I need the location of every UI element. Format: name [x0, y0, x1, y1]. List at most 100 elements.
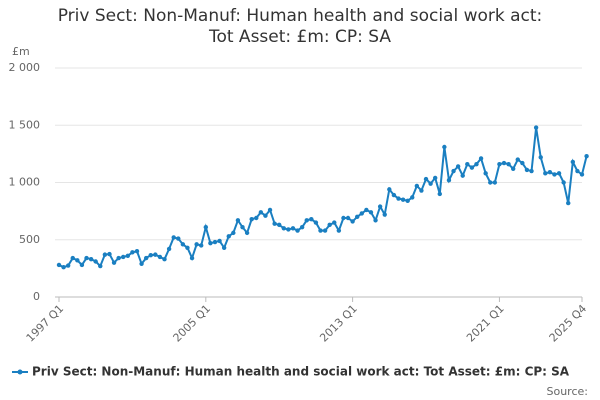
y-tick-label: 1 500 — [9, 118, 41, 131]
x-tick-label: 1997 Q1 — [24, 302, 67, 345]
point — [134, 249, 140, 254]
point — [547, 169, 553, 175]
point — [478, 156, 484, 161]
point — [70, 255, 75, 261]
point — [341, 215, 346, 221]
point — [157, 254, 163, 260]
point — [221, 245, 227, 250]
point — [121, 254, 126, 260]
point — [488, 180, 493, 185]
point — [309, 216, 314, 222]
point — [98, 263, 103, 269]
point — [208, 240, 213, 246]
point — [382, 212, 387, 217]
point — [88, 257, 94, 262]
point — [61, 265, 66, 270]
point — [524, 167, 530, 173]
point — [327, 222, 332, 228]
point — [538, 155, 543, 160]
point — [295, 228, 300, 233]
point — [350, 219, 355, 224]
y-tick-label: 1 000 — [9, 176, 41, 189]
point — [313, 220, 319, 225]
y-tick-label: 500 — [19, 233, 40, 246]
x-tick-label: 2005 Q1 — [171, 302, 214, 345]
point — [533, 125, 539, 130]
point — [387, 187, 392, 192]
point — [428, 181, 433, 186]
point — [277, 222, 282, 228]
x-tick-label: 2025 Q4 — [547, 302, 590, 345]
point — [474, 161, 479, 167]
point — [543, 171, 548, 176]
y-tick-label: 2 000 — [9, 61, 41, 74]
point — [56, 262, 62, 268]
point — [203, 224, 209, 230]
point — [442, 144, 447, 150]
point — [570, 159, 576, 165]
point — [483, 171, 488, 176]
point — [410, 195, 415, 200]
point — [460, 173, 465, 178]
point — [414, 183, 420, 189]
point — [93, 259, 98, 264]
point — [579, 172, 585, 177]
point — [336, 228, 342, 233]
x-tick-label: 2021 Q1 — [464, 302, 507, 345]
point — [148, 253, 153, 258]
legend-marker — [17, 369, 23, 375]
point — [451, 168, 456, 174]
point — [139, 261, 144, 266]
point — [263, 213, 268, 218]
point — [419, 188, 424, 193]
point — [400, 197, 406, 202]
point — [437, 191, 442, 197]
point — [116, 255, 121, 261]
point — [529, 168, 534, 174]
point — [111, 260, 117, 265]
point — [469, 165, 475, 170]
y-unit: £m — [12, 45, 30, 58]
point — [391, 192, 397, 198]
point — [584, 153, 589, 159]
point — [423, 176, 429, 182]
point — [497, 161, 502, 167]
point — [143, 255, 149, 261]
point — [180, 242, 186, 247]
y-tick-label: 0 — [33, 290, 40, 303]
series-line — [58, 127, 588, 269]
point — [171, 235, 176, 240]
point — [377, 204, 383, 209]
point — [258, 210, 264, 215]
point — [299, 224, 305, 230]
point — [405, 198, 410, 204]
point — [304, 218, 309, 223]
point — [153, 252, 158, 257]
point — [520, 160, 525, 166]
point — [212, 239, 218, 245]
point — [368, 210, 374, 215]
point — [492, 180, 498, 185]
point — [176, 236, 181, 241]
point — [231, 230, 236, 236]
point — [465, 161, 470, 167]
point — [107, 251, 112, 257]
point — [84, 255, 89, 261]
point — [364, 207, 369, 213]
point — [515, 157, 520, 162]
point — [254, 215, 259, 221]
point — [249, 216, 254, 222]
point — [267, 207, 273, 213]
point — [79, 262, 85, 268]
point — [281, 226, 286, 231]
point — [75, 258, 80, 263]
point — [286, 227, 291, 232]
point — [194, 242, 199, 247]
point — [130, 250, 135, 255]
point — [432, 175, 438, 181]
point — [446, 178, 452, 183]
chart-title: Priv Sect: Non-Manuf: Human health and s… — [57, 6, 543, 47]
point — [240, 224, 245, 230]
point — [359, 211, 364, 216]
